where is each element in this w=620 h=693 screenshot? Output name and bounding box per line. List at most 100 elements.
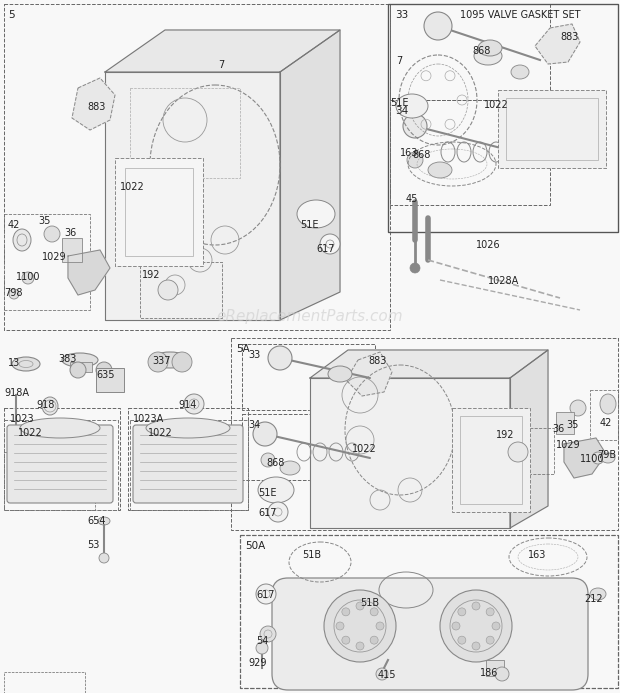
- Bar: [506, 98, 598, 160]
- Circle shape: [407, 152, 423, 168]
- Bar: [388, 4, 618, 232]
- Circle shape: [70, 362, 86, 378]
- Text: 868: 868: [472, 46, 490, 56]
- Text: 34: 34: [395, 106, 408, 116]
- Text: 883: 883: [368, 356, 386, 366]
- Ellipse shape: [12, 357, 40, 371]
- Circle shape: [458, 636, 466, 644]
- Circle shape: [458, 608, 466, 616]
- Circle shape: [410, 263, 420, 273]
- Bar: [96, 368, 124, 392]
- Circle shape: [486, 608, 494, 616]
- Text: 337: 337: [152, 356, 171, 366]
- Ellipse shape: [42, 397, 58, 415]
- Ellipse shape: [20, 418, 100, 438]
- Circle shape: [403, 114, 427, 138]
- Ellipse shape: [297, 200, 335, 228]
- Text: 36: 36: [552, 424, 564, 434]
- Polygon shape: [310, 350, 548, 378]
- Text: 35: 35: [38, 216, 50, 226]
- Text: 1022: 1022: [18, 428, 43, 438]
- Circle shape: [486, 636, 494, 644]
- Bar: [240, 535, 618, 688]
- Circle shape: [472, 602, 480, 610]
- Circle shape: [570, 400, 586, 416]
- Text: 5A: 5A: [236, 344, 250, 354]
- Bar: [242, 414, 375, 480]
- Circle shape: [495, 667, 509, 681]
- Text: 45: 45: [406, 194, 419, 204]
- Polygon shape: [72, 78, 115, 130]
- Text: 1022: 1022: [484, 100, 509, 110]
- Text: 1022: 1022: [148, 428, 173, 438]
- Text: 13: 13: [8, 358, 20, 368]
- Bar: [4, 452, 95, 510]
- Text: 163: 163: [400, 148, 419, 158]
- Text: 635: 635: [96, 370, 115, 380]
- Circle shape: [324, 590, 396, 662]
- Text: eReplacementParts.com: eReplacementParts.com: [216, 309, 404, 324]
- Circle shape: [424, 12, 452, 40]
- Bar: [4, 214, 90, 310]
- Circle shape: [592, 452, 604, 464]
- Ellipse shape: [258, 477, 294, 503]
- Circle shape: [492, 622, 500, 630]
- Circle shape: [452, 622, 460, 630]
- Text: 34: 34: [248, 420, 260, 430]
- Circle shape: [508, 442, 528, 462]
- Text: 1023: 1023: [10, 414, 35, 424]
- Text: 1028A: 1028A: [488, 276, 520, 286]
- Bar: [390, 100, 550, 205]
- Text: 383: 383: [58, 354, 76, 364]
- Bar: [4, 408, 120, 510]
- Bar: [590, 390, 618, 440]
- Circle shape: [148, 352, 168, 372]
- Text: 79B: 79B: [597, 450, 616, 460]
- Text: 1026: 1026: [476, 240, 500, 250]
- Ellipse shape: [590, 588, 606, 600]
- Text: 51E: 51E: [258, 488, 277, 498]
- Circle shape: [472, 642, 480, 650]
- Circle shape: [376, 622, 384, 630]
- Text: 54: 54: [256, 636, 268, 646]
- Text: 1029: 1029: [42, 252, 66, 262]
- Text: 1022: 1022: [120, 182, 144, 192]
- Text: 868: 868: [412, 150, 430, 160]
- Text: 5: 5: [8, 10, 15, 20]
- Polygon shape: [346, 352, 392, 396]
- Circle shape: [96, 362, 112, 378]
- Polygon shape: [68, 250, 110, 295]
- Circle shape: [370, 636, 378, 644]
- Text: 918A: 918A: [4, 388, 29, 398]
- Bar: [556, 412, 574, 434]
- Circle shape: [370, 608, 378, 616]
- Circle shape: [99, 553, 109, 563]
- Circle shape: [376, 668, 388, 680]
- Circle shape: [342, 636, 350, 644]
- Text: 929: 929: [248, 658, 267, 668]
- Circle shape: [256, 584, 276, 604]
- Text: 212: 212: [584, 594, 603, 604]
- Text: 51B: 51B: [360, 598, 379, 608]
- Text: 654: 654: [87, 516, 105, 526]
- Ellipse shape: [98, 517, 110, 525]
- Ellipse shape: [62, 353, 98, 367]
- Text: 617: 617: [256, 590, 275, 600]
- Text: 883: 883: [87, 102, 105, 112]
- Ellipse shape: [13, 229, 31, 251]
- Circle shape: [268, 346, 292, 370]
- Ellipse shape: [478, 40, 502, 56]
- Polygon shape: [280, 30, 340, 320]
- Bar: [4, 4, 390, 330]
- Circle shape: [184, 394, 204, 414]
- Bar: [498, 90, 606, 168]
- Polygon shape: [105, 30, 340, 72]
- Bar: [140, 262, 222, 318]
- Text: 35: 35: [566, 420, 578, 430]
- Text: 51B: 51B: [302, 550, 321, 560]
- Text: 33: 33: [248, 350, 260, 360]
- Text: 51E: 51E: [390, 98, 409, 108]
- Ellipse shape: [396, 94, 428, 118]
- Polygon shape: [105, 72, 280, 320]
- Circle shape: [356, 642, 364, 650]
